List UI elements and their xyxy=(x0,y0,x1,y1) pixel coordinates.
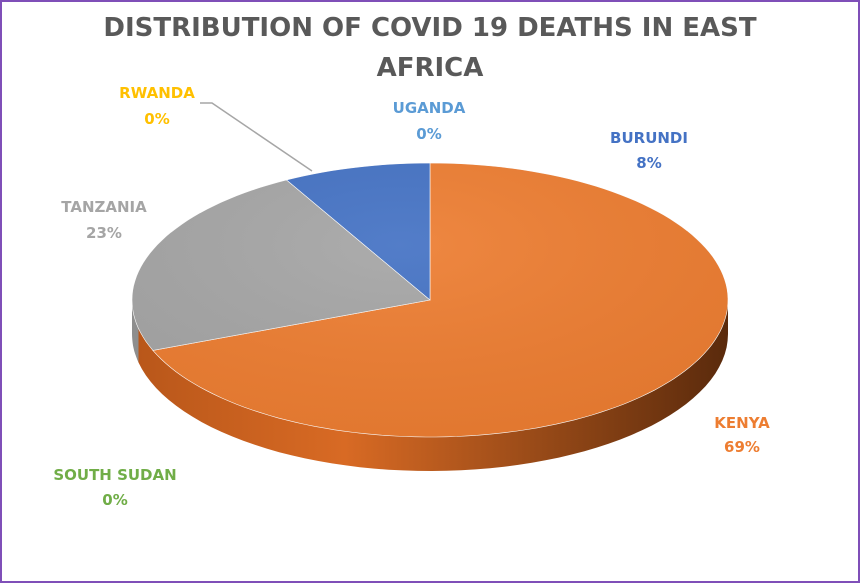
data-label-name-tanzania: TANZANIA xyxy=(61,198,147,216)
chart-title-line-2: AFRICA xyxy=(376,53,484,83)
data-label-value-kenya: 69% xyxy=(724,438,760,456)
pie-slices-group xyxy=(131,162,729,438)
pie-side-group xyxy=(132,300,728,471)
chart-title: DISTRIBUTION OF COVID 19 DEATHS IN EAST … xyxy=(0,8,860,88)
data-label-value-burundi: 8% xyxy=(636,154,661,172)
pie-side-wall xyxy=(138,300,728,471)
leader-line-rwanda xyxy=(200,102,313,172)
data-label-name-kenya: KENYA xyxy=(714,414,770,432)
data-label-name-south-sudan: SOUTH SUDAN xyxy=(53,466,176,484)
pie-top-sheen xyxy=(132,163,728,437)
data-label-value-tanzania: 23% xyxy=(86,224,122,242)
pie-side-wall-tanzania xyxy=(132,300,139,363)
data-label-value-south-sudan: 0% xyxy=(102,491,127,509)
leader-lines-group xyxy=(200,102,313,172)
chart-title-line-1: DISTRIBUTION OF COVID 19 DEATHS IN EAST xyxy=(103,13,757,43)
data-labels-group: KENYA 69% TANZANIA 23% BURUNDI 8% UGANDA 0% RWAN… xyxy=(53,84,770,509)
data-label-name-rwanda: RWANDA xyxy=(119,84,195,102)
data-label-name-burundi: BURUNDI xyxy=(610,129,688,147)
data-label-value-rwanda: 0% xyxy=(144,110,169,128)
data-label-name-uganda: UGANDA xyxy=(393,99,466,117)
data-label-value-uganda: 0% xyxy=(416,125,441,143)
